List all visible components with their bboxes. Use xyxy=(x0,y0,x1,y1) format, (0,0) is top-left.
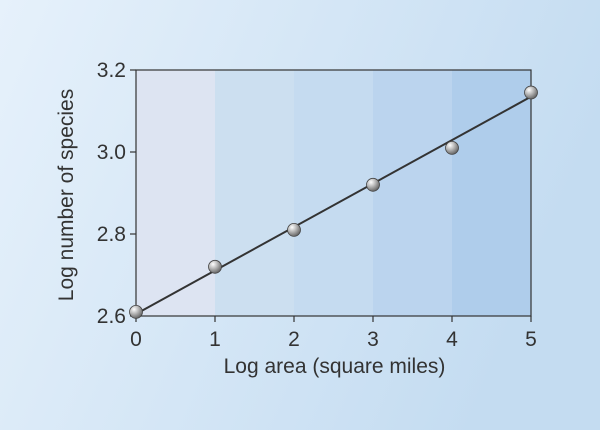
data-point xyxy=(129,304,143,319)
data-point xyxy=(287,222,301,237)
data-points xyxy=(129,85,538,319)
x-tick-label: 1 xyxy=(209,328,221,351)
plot-frame xyxy=(135,69,532,317)
plot-band xyxy=(294,70,373,316)
x-tick-label: 3 xyxy=(367,328,379,351)
y-tick-label: 2.6 xyxy=(97,305,126,328)
data-point xyxy=(208,259,222,274)
y-tick-label: 2.8 xyxy=(97,223,126,246)
data-point xyxy=(524,85,538,100)
data-point xyxy=(366,177,380,192)
plot-band xyxy=(373,70,452,316)
plot-band xyxy=(215,70,294,316)
y-axis-title: Log number of species xyxy=(55,89,78,301)
plot-band xyxy=(452,70,531,316)
plot-band xyxy=(136,70,215,316)
x-tick-label: 0 xyxy=(130,328,142,351)
y-tick-label: 3.2 xyxy=(97,59,126,82)
plot-bands xyxy=(136,70,531,316)
y-tick-label: 3.0 xyxy=(97,141,126,164)
trend-line xyxy=(135,95,532,315)
x-tick-label: 4 xyxy=(446,328,458,351)
x-axis: 0 1 2 3 4 5 xyxy=(130,316,537,351)
y-axis: 2.6 2.8 3.0 3.2 xyxy=(97,59,136,328)
x-tick-label: 5 xyxy=(525,328,537,351)
x-axis-title: Log area (square miles) xyxy=(224,355,446,378)
x-tick-label: 2 xyxy=(288,328,300,351)
data-point xyxy=(445,140,459,155)
